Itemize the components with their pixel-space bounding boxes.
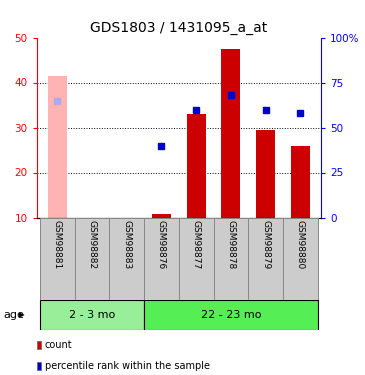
Bar [291,146,310,218]
Text: GSM98880: GSM98880 [296,220,305,269]
Text: GSM98883: GSM98883 [122,220,131,269]
Text: 22 - 23 mo: 22 - 23 mo [201,310,261,320]
Bar [110,217,144,300]
Bar [187,114,206,218]
Bar [214,217,248,300]
Bar [248,217,283,300]
Bar [256,130,275,218]
Text: 2 - 3 mo: 2 - 3 mo [69,310,115,320]
Bar [40,300,144,330]
Bar [40,217,75,300]
Text: GSM98878: GSM98878 [226,220,235,269]
Bar [179,217,214,300]
Text: percentile rank within the sample: percentile rank within the sample [45,361,210,370]
Bar [48,76,67,217]
Text: count: count [45,340,73,350]
Bar [144,300,318,330]
Title: GDS1803 / 1431095_a_at: GDS1803 / 1431095_a_at [90,21,268,35]
Text: GSM98876: GSM98876 [157,220,166,269]
Text: GSM98879: GSM98879 [261,220,270,269]
Bar [222,49,241,217]
Bar [144,217,179,300]
Text: age: age [4,310,24,320]
Text: GSM98881: GSM98881 [53,220,62,269]
Bar [75,217,109,300]
Text: GSM98882: GSM98882 [88,220,97,269]
Text: GSM98877: GSM98877 [192,220,201,269]
Bar [283,217,318,300]
Bar [152,214,171,217]
